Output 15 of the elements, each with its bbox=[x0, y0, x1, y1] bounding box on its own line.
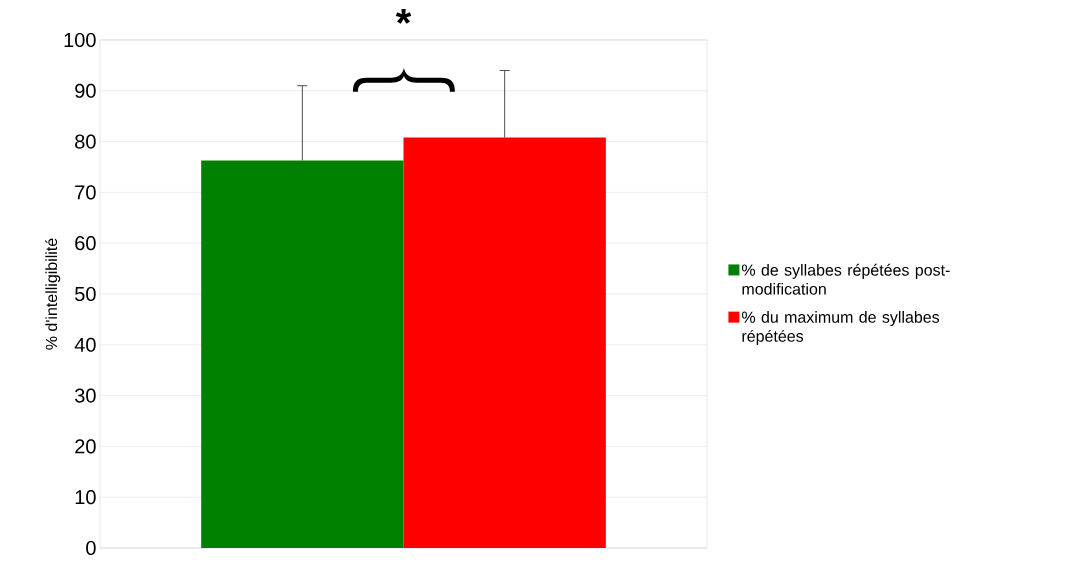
y-tick-label: 90 bbox=[75, 83, 96, 98]
y-tick-label: 70 bbox=[75, 185, 96, 200]
y-tick-label: 40 bbox=[74, 337, 96, 352]
y-tick-label: 80 bbox=[75, 134, 96, 149]
y-tick-label: 100 bbox=[64, 32, 96, 48]
y-tick-label: 20 bbox=[75, 439, 96, 454]
y-tick-label: 50 bbox=[75, 286, 96, 302]
y-tick-label: 60 bbox=[75, 236, 96, 251]
text: * bbox=[395, 8, 412, 24]
legend-label: % du maximum de syllabes répétées bbox=[741, 311, 940, 345]
y-tick-label: 0 bbox=[86, 540, 96, 556]
legend-label: % de syllabes répétées post-modification bbox=[741, 263, 950, 295]
y-tick-label: 30 bbox=[75, 388, 96, 403]
y-axis-title: % d'intelligibilité bbox=[45, 238, 61, 350]
y-tick-label: 10 bbox=[75, 490, 96, 505]
